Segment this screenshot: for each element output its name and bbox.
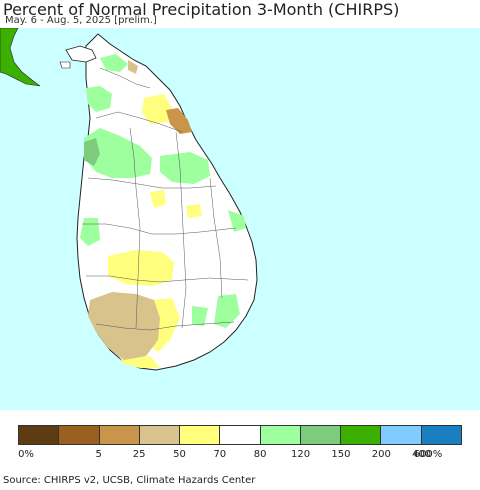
map-subtitle: May. 6 - Aug. 5, 2025 [prelim.]: [5, 15, 157, 26]
legend-tick-label: 5: [95, 449, 102, 460]
source-credit: Source: CHIRPS v2, UCSB, Climate Hazards…: [3, 475, 256, 486]
legend-swatch: [300, 426, 342, 444]
legend-swatch: [19, 426, 60, 444]
legend-tick-label: 600%: [413, 449, 443, 460]
dry-areas: [88, 60, 160, 360]
precipitation-map: [0, 28, 480, 410]
legend-swatch: [260, 426, 301, 444]
legend-swatch: [59, 426, 100, 444]
legend-tick-label: 150: [331, 449, 351, 460]
legend-tick-label: 80: [253, 449, 267, 460]
sri-lanka: [59, 33, 258, 371]
very-dry-areas: [166, 108, 192, 134]
map-title: Percent of Normal Precipitation 3-Month …: [3, 0, 400, 19]
jaffna-peninsula: [65, 45, 97, 63]
legend-tick-label: 50: [173, 449, 186, 460]
legend-tick-label: 25: [132, 449, 146, 460]
legend-swatch: [421, 426, 461, 444]
legend-ticks: 0% 5 25 50 70 80 120 150 200 400 600%: [0, 449, 480, 463]
india-landmass: [0, 28, 41, 87]
legend-tick-label: 400: [412, 449, 432, 460]
legend-swatch: [180, 426, 221, 444]
sri-lanka-landmass: [76, 33, 258, 371]
legend-swatch: [381, 426, 422, 444]
district-borders: [82, 67, 249, 331]
legend-tick-label: 0%: [18, 449, 34, 460]
legend-swatch: [220, 426, 261, 444]
color-legend: [18, 425, 462, 445]
legend-tick-label: 70: [213, 449, 227, 460]
very-wet-areas: [84, 138, 100, 166]
wet-areas: [80, 54, 246, 328]
legend-tick-label: 200: [371, 449, 391, 460]
legend-swatch: [99, 426, 140, 444]
legend-swatch: [341, 426, 382, 444]
legend-swatch: [139, 426, 181, 444]
legend-tick-label: 120: [290, 449, 311, 460]
northern-islet: [59, 61, 71, 69]
